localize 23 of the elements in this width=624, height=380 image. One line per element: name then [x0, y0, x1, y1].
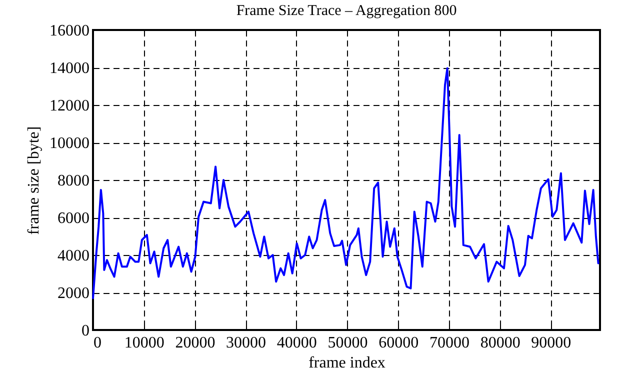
y-tick-label: 6000 [58, 210, 90, 227]
x-tick-label: 20000 [175, 334, 216, 352]
x-tick-label: 90000 [531, 334, 572, 352]
y-tick-label: 16000 [50, 22, 90, 40]
x-tick-label: 50000 [328, 334, 368, 352]
x-tick-label: 0 [94, 334, 102, 352]
y-tick-label: 14000 [50, 60, 90, 77]
y-tick-label: 12000 [50, 98, 90, 114]
x-tick-label: 80000 [480, 334, 520, 352]
x-tick-label: 60000 [378, 334, 419, 352]
y-tick-label: 10000 [50, 135, 90, 152]
x-axis-title: frame index [308, 354, 386, 372]
chart-title: Frame Size Trace – Aggregation 800 [236, 3, 457, 19]
y-tick-label: 0 [82, 322, 90, 340]
line-series [92, 67, 600, 300]
y-tick-label: 4000 [58, 248, 90, 264]
y-tick-label: 8000 [58, 172, 90, 190]
x-tick-label: 10000 [124, 334, 164, 352]
x-tick-label: 40000 [276, 334, 317, 352]
y-axis-title: frame size [byte] [26, 126, 42, 235]
x-tick-label: 70000 [429, 334, 470, 352]
x-tick-label: 30000 [226, 334, 266, 352]
y-tick-label: 2000 [58, 285, 90, 302]
